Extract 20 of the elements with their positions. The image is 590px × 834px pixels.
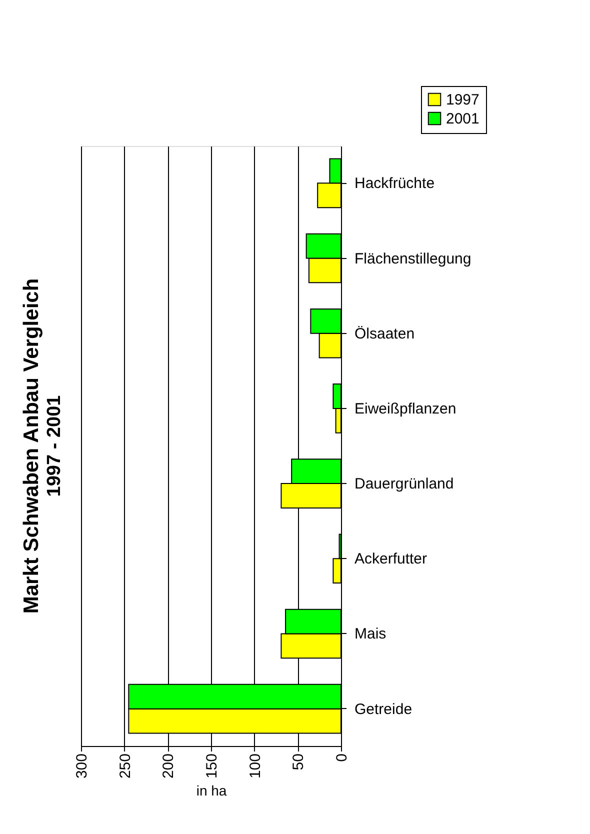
y-tick-label: Ölsaaten [354,325,415,342]
x-axis-title: in ha [196,782,227,799]
x-tick-label: 250 [116,754,134,779]
y-tick-label: Mais [354,626,386,643]
text: 1997 - 2001 [44,394,65,497]
legend-label: 1997 [446,92,480,108]
y-tick-label: Getreide [354,700,412,718]
text: Markt Schwaben Anbau Vergleich [20,278,43,614]
x-tick-label: 300 [74,754,90,779]
x-tick-label: 0 [334,754,350,762]
y-tick-label: Hackfrüchte [354,175,435,192]
x-tick-label: 100 [246,754,264,779]
y-tick-label: Dauergrünland [354,476,454,493]
x-tick-label: 150 [204,754,220,779]
x-tick-label: 50 [290,754,308,770]
x-tick-label: 200 [160,754,178,779]
y-tick-label: Flächenstillegung [354,250,472,268]
legend-label: 2001 [446,110,480,128]
y-tick-label: Eiweißpflanzen [354,400,456,418]
y-tick-label: Ackerfutter [354,550,428,568]
